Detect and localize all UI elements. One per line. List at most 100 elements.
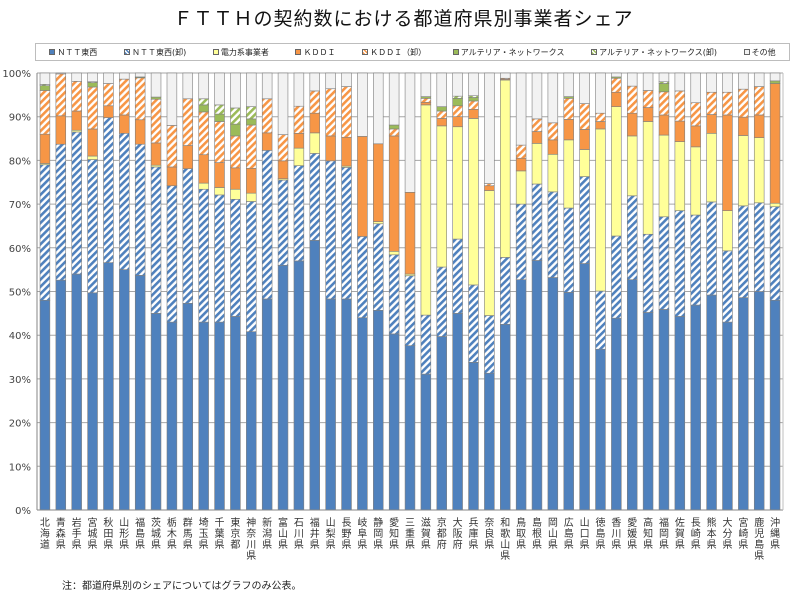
legend-item: ＮＴＴ東西 <box>49 47 97 58</box>
bar-segment <box>119 78 130 116</box>
bar-segment <box>595 128 606 292</box>
bar-segment <box>198 72 209 100</box>
bar-segment <box>515 203 527 281</box>
bar-segment <box>563 292 574 511</box>
bar-segment <box>722 114 733 211</box>
x-tick-label: 福岡県 <box>659 516 669 551</box>
bar-segment <box>198 188 209 323</box>
x-axis-labels: 北海道青森県岩手県宮城県秋田県山形県福島県茨城県栃木県群馬県埼玉県千葉県東京都神… <box>40 516 780 562</box>
bar-segment <box>500 79 511 258</box>
bar-segment <box>611 72 622 78</box>
x-tick-label: 宮崎県 <box>738 516 748 551</box>
x-tick-label: 宮城県 <box>88 516 98 551</box>
bar-segment <box>769 299 781 511</box>
bar-segment <box>261 98 273 134</box>
bar-segment <box>325 135 336 162</box>
bar-segment <box>87 292 98 511</box>
x-tick-label: 福井県 <box>310 516 320 551</box>
bar-segment <box>420 101 432 106</box>
bar-segment <box>563 119 574 141</box>
bar-segment <box>515 72 527 146</box>
bar-segment <box>658 83 670 93</box>
bar-segment <box>134 275 146 511</box>
bar-segment <box>420 314 432 375</box>
bar-segment <box>563 72 574 97</box>
bar-segment <box>150 142 162 166</box>
bar-segment <box>531 131 543 144</box>
bar-segment <box>261 150 273 300</box>
bar-segment <box>484 183 495 187</box>
bar-stack-石川県 <box>293 72 305 511</box>
bar-segment <box>436 72 447 107</box>
bar-segment <box>452 116 463 128</box>
bar-segment <box>738 88 749 118</box>
bar-segment <box>547 72 559 124</box>
bar-segment <box>674 316 686 511</box>
y-tick-label: 60% <box>9 244 31 255</box>
legend-item: アルテリア・ネットワークス <box>452 47 564 58</box>
bar-segment <box>706 133 717 203</box>
bar-stack-福井県 <box>309 72 320 511</box>
bar-segment <box>357 136 368 237</box>
x-tick-label: 山形県 <box>119 517 129 551</box>
bar-segment <box>706 201 717 296</box>
bar-segment <box>547 277 559 511</box>
bar-segment <box>87 128 98 157</box>
y-tick-label: 100% <box>2 69 31 80</box>
bar-segment <box>71 110 82 131</box>
bar-segment <box>468 100 479 110</box>
bar-segment <box>55 279 67 511</box>
bar-segment <box>214 104 225 115</box>
bar-segment <box>436 110 447 119</box>
bar-segment <box>166 72 178 126</box>
bar-segment <box>293 147 305 166</box>
bar-stack-栃木県 <box>166 72 178 511</box>
x-tick-label: 熊本県 <box>707 516 717 551</box>
bar-segment <box>373 223 384 311</box>
x-tick-label: 徳島県 <box>595 516 605 551</box>
bar-segment <box>325 298 336 511</box>
bar-segment <box>230 167 241 190</box>
x-tick-label: 鹿児島県 <box>754 516 764 562</box>
bar-segment <box>388 72 400 126</box>
bar-segment <box>341 136 352 167</box>
bar-segment <box>484 185 495 191</box>
bar-segment <box>134 143 146 276</box>
legend-label: ＫＤＤＩ <box>303 47 336 57</box>
x-tick-label: 山口県 <box>580 517 590 551</box>
bar-segment <box>261 72 273 100</box>
bar-segment <box>309 112 320 134</box>
bar-segment <box>39 164 51 301</box>
legend-label: その他 <box>751 47 776 57</box>
bar-segment <box>547 122 559 141</box>
x-tick-label: 鳥取県 <box>516 516 526 551</box>
bar-segment <box>230 123 241 137</box>
bar-segment <box>87 155 98 160</box>
bar-stack-大阪府 <box>452 72 463 511</box>
bar-stack-長野県 <box>341 72 352 511</box>
bar-segment <box>626 112 638 137</box>
bar-stack-岐阜県 <box>357 72 368 511</box>
bar-segment <box>531 260 543 511</box>
bar-stack-岩手県 <box>71 72 82 511</box>
bar-segment <box>579 149 590 177</box>
x-tick-label: 栃木県 <box>167 516 177 551</box>
bar-segment <box>325 88 336 137</box>
bar-segment <box>579 72 590 104</box>
bar-segment <box>182 98 194 146</box>
bar-segment <box>103 262 114 511</box>
bar-segment <box>388 254 400 335</box>
bar-segment <box>404 72 416 193</box>
x-tick-label: 静岡県 <box>373 516 383 551</box>
x-tick-label: 山梨県 <box>326 517 336 551</box>
bar-stack-山形県 <box>119 72 130 511</box>
bar-segment <box>642 121 654 235</box>
bar-segment <box>769 80 781 84</box>
bar-segment <box>261 132 273 151</box>
x-tick-label: 大分県 <box>722 516 732 551</box>
bar-stack-茨城県 <box>150 72 162 511</box>
bar-segment <box>246 201 257 333</box>
bar-segment <box>515 157 527 172</box>
axes <box>36 73 784 511</box>
bar-segment <box>452 105 463 118</box>
